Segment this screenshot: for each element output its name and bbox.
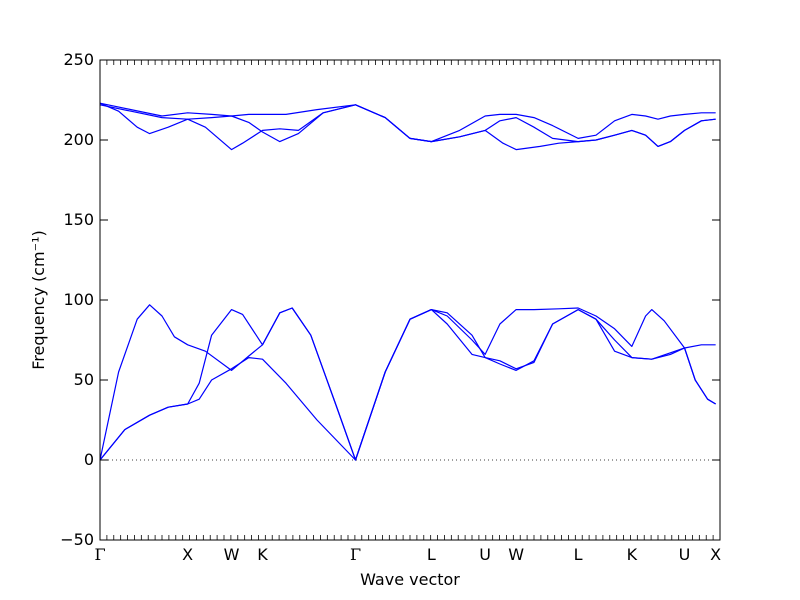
- x-tick-label: W: [224, 545, 240, 564]
- phonon-branch-3: [99, 304, 716, 461]
- x-tick-label: K: [257, 545, 268, 564]
- plot-layer: [99, 102, 720, 461]
- x-tick-label: L: [574, 545, 583, 564]
- y-tick-label: −50: [60, 530, 94, 549]
- y-tick-label: 150: [63, 210, 94, 229]
- y-tick-label: 250: [63, 50, 94, 69]
- x-tick-label: U: [479, 545, 491, 564]
- y-tick-label: 200: [63, 130, 94, 149]
- x-tick-label: L: [427, 545, 436, 564]
- x-tick-label: K: [627, 545, 638, 564]
- x-tick-label: X: [710, 545, 721, 564]
- y-tick-label: 50: [74, 370, 94, 389]
- y-axis-label: Frequency (cm⁻¹): [29, 230, 48, 369]
- x-tick-label: Γ: [350, 545, 361, 564]
- x-tick-label: X: [182, 545, 193, 564]
- y-tick-label: 100: [63, 290, 94, 309]
- x-tick-label: W: [508, 545, 524, 564]
- x-axis-label: Wave vector: [360, 570, 460, 589]
- phonon-branch-6: [99, 102, 716, 143]
- y-tick-label: 0: [84, 450, 94, 469]
- x-tick-label: Γ: [94, 545, 105, 564]
- x-tick-label: U: [679, 545, 691, 564]
